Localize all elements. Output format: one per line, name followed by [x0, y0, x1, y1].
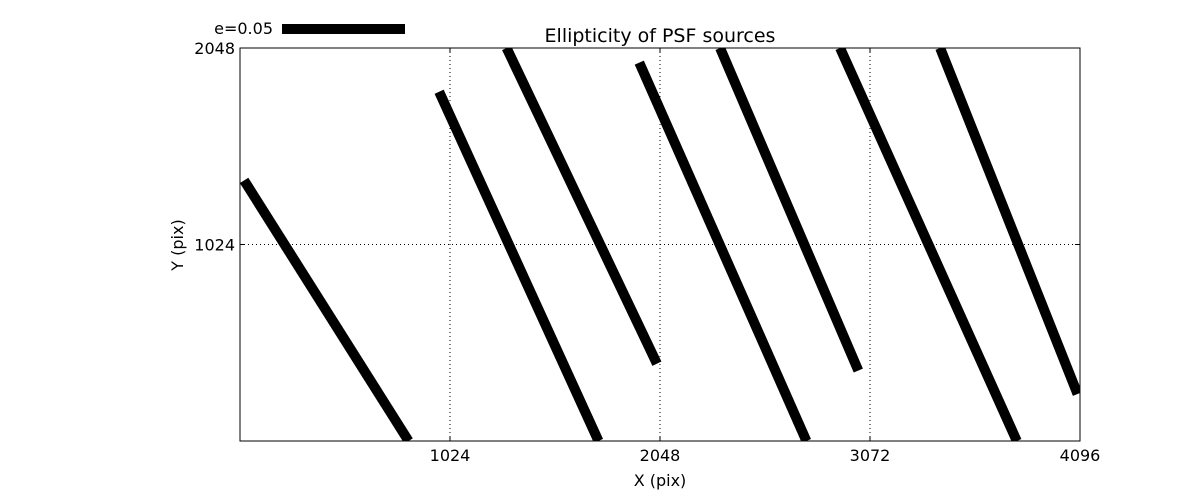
- axis-ticks: 1024 2048 3072 4096 1024 2048: [194, 39, 1100, 465]
- x-axis-label: X (pix): [634, 471, 687, 490]
- x-tick-label: 1024: [430, 446, 471, 465]
- ellipticity-vector: [935, 48, 1080, 396]
- ellipticity-vector: [715, 48, 863, 373]
- x-tick-label: 2048: [640, 446, 681, 465]
- legend: e=0.05: [214, 19, 405, 38]
- y-axis-label: Y (pix): [168, 219, 187, 271]
- grid: [240, 48, 1080, 441]
- ellipticity-vector: [502, 48, 662, 366]
- y-tick-label: 1024: [194, 236, 235, 255]
- ellipticity-vector: [434, 89, 604, 441]
- legend-label: e=0.05: [214, 19, 273, 38]
- ellipticity-vector: [835, 48, 1022, 441]
- x-tick-label: 3072: [850, 446, 891, 465]
- ellipticity-vector: [240, 177, 413, 441]
- ellipticity-vector: [634, 60, 811, 441]
- y-tick-label: 2048: [194, 39, 235, 58]
- x-tick-label: 4096: [1060, 446, 1101, 465]
- chart-title: Ellipticity of PSF sources: [545, 25, 776, 47]
- ellipticity-vectors: [240, 48, 1080, 441]
